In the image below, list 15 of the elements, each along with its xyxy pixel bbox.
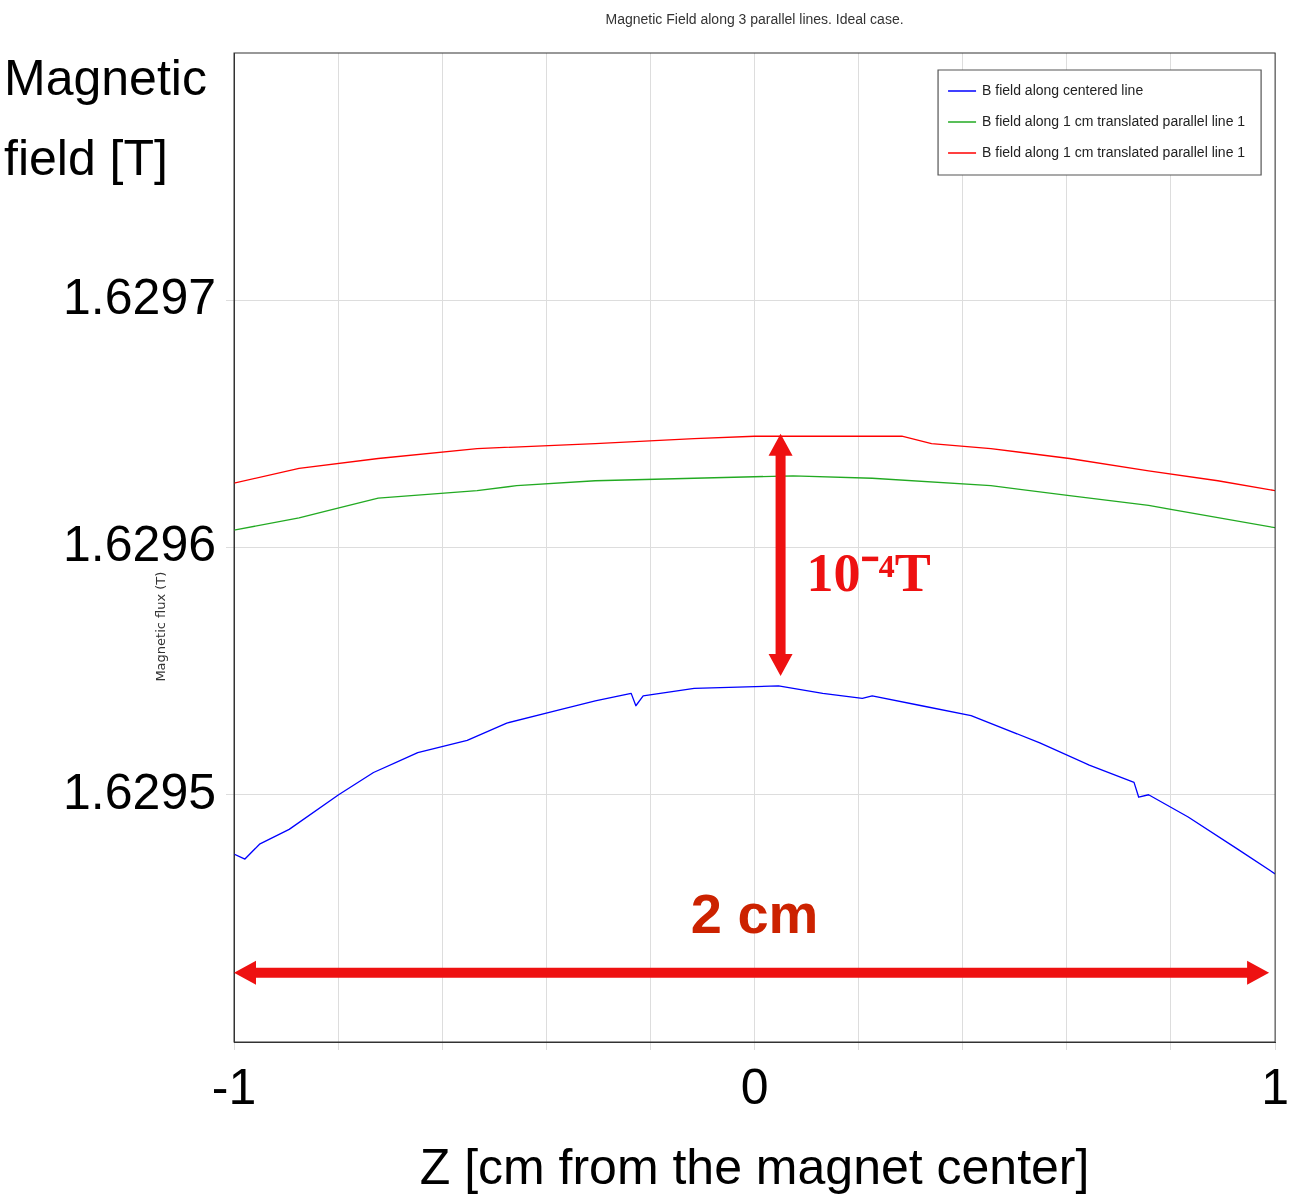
legend-label: B field along centered line bbox=[982, 81, 1144, 98]
y-tick-label: 1.6295 bbox=[63, 763, 216, 820]
x-axis-title: Z [cm from the magnet center] bbox=[419, 1138, 1090, 1195]
legend-label: B field along 1 cm translated parallel line 1 bbox=[982, 112, 1246, 129]
legend-label: B field along 1 cm translated parallel line 1 bbox=[982, 143, 1246, 160]
x-tick-label: 1 bbox=[1261, 1058, 1289, 1115]
annotation: 2 cm bbox=[690, 882, 819, 946]
y-tick-label: 1.6297 bbox=[63, 269, 216, 326]
chart-title: Magnetic Field along 3 parallel lines. Ideal case. bbox=[605, 10, 904, 27]
y-axis-title: Magnetic field [T] bbox=[4, 50, 207, 186]
y-tick-label: 1.6296 bbox=[63, 516, 216, 573]
x-tick-label: -1 bbox=[211, 1058, 257, 1115]
annotation: 10⁻⁴T bbox=[806, 543, 931, 604]
x-tick-label: 0 bbox=[740, 1058, 769, 1115]
text: Magnetic flux (T) bbox=[153, 571, 169, 682]
